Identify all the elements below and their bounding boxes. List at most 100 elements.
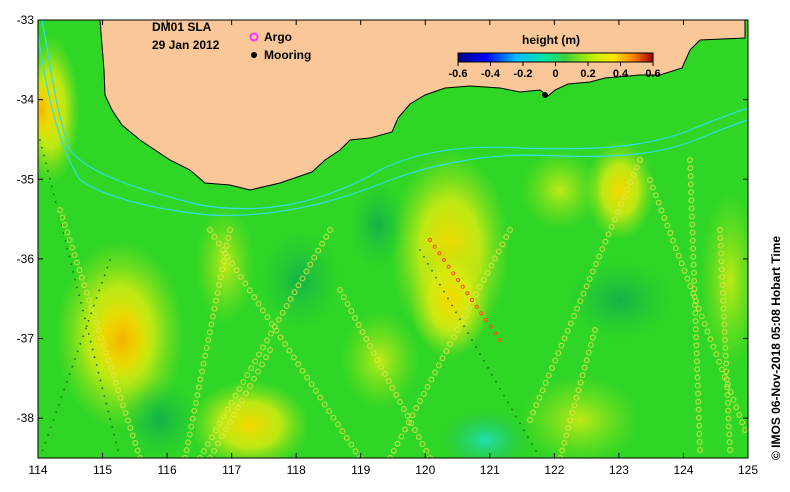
track-point (707, 336, 714, 343)
track-point (499, 241, 506, 248)
track-point (66, 380, 68, 383)
track-point (670, 237, 676, 244)
track-point (188, 423, 195, 430)
track-point (495, 380, 497, 383)
track-point (84, 317, 86, 320)
track-point (197, 376, 204, 383)
track-point (691, 285, 698, 292)
track-point (227, 227, 233, 233)
track-point (235, 404, 241, 411)
track-point (495, 248, 502, 255)
track-point (545, 372, 552, 379)
track-point (675, 252, 682, 259)
track-point (462, 312, 468, 319)
track-point (693, 350, 700, 357)
track-point (696, 430, 703, 437)
track-point (725, 407, 732, 414)
track-point (352, 448, 359, 455)
track-point (693, 358, 700, 365)
track-point (89, 340, 92, 343)
track-point (723, 360, 730, 367)
track-point (722, 344, 729, 351)
track-point (469, 297, 475, 303)
track-point (577, 298, 584, 305)
track-point (621, 194, 628, 201)
track-point (98, 334, 105, 341)
track-point (337, 287, 343, 293)
track-point (721, 321, 728, 328)
track-point (299, 275, 306, 282)
colorbar-title: height (m) (522, 33, 580, 47)
track-point (687, 181, 694, 188)
track-point (557, 455, 563, 458)
track-point (491, 373, 493, 376)
track-point (52, 419, 55, 421)
track-point (60, 396, 63, 398)
track-point (252, 358, 259, 365)
track-point (312, 387, 319, 394)
track-point (503, 234, 510, 241)
track-point (101, 387, 104, 390)
track-point (87, 333, 90, 335)
track-point (725, 415, 732, 422)
track-point (363, 336, 370, 342)
colorbar-tick-label: 0.6 (645, 68, 661, 80)
track-point (85, 325, 88, 327)
track-point (186, 431, 193, 438)
track-point (427, 455, 433, 458)
x-tick-label: 119 (351, 463, 370, 477)
track-point (117, 449, 119, 452)
track-point (689, 229, 696, 236)
track-point (432, 369, 438, 376)
track-point (303, 268, 310, 275)
track-point (467, 332, 469, 335)
track-point (474, 304, 479, 309)
track-point (374, 357, 381, 363)
track-point (484, 269, 491, 276)
track-point (72, 271, 75, 273)
colorbar-tick-label: 0.4 (612, 68, 629, 80)
track-point (717, 242, 724, 249)
track-point (432, 244, 437, 249)
track-point (441, 257, 447, 263)
track-point (633, 164, 640, 171)
track-point (240, 379, 247, 385)
track-point (357, 455, 363, 458)
track-point (39, 139, 41, 141)
track-point (70, 263, 73, 265)
track-point (339, 428, 346, 435)
track-point (52, 193, 55, 196)
colorbar-tick-label: 0 (552, 68, 559, 80)
track-point (419, 441, 426, 447)
track-point (719, 274, 726, 281)
sla-anomaly (120, 380, 200, 458)
track-point (447, 297, 449, 300)
track-point (277, 334, 284, 341)
sla-anomaly (440, 410, 530, 458)
track-point (713, 351, 720, 358)
track-point (307, 261, 314, 268)
track-point (378, 364, 385, 370)
track-point (387, 455, 393, 458)
track-point (227, 419, 233, 425)
track-point (542, 379, 549, 386)
y-tick-label: -33 (17, 13, 35, 27)
track-point (695, 406, 702, 413)
track-point (431, 269, 433, 272)
track-point (451, 271, 456, 276)
colorbar-tick-label: 0.2 (580, 68, 596, 80)
track-point (688, 197, 695, 204)
track-point (321, 401, 328, 408)
track-point (409, 412, 416, 419)
track-point (552, 357, 559, 364)
track-point (672, 245, 679, 252)
track-point (185, 439, 192, 446)
track-point (739, 419, 746, 426)
sla-anomaly (195, 205, 255, 325)
track-point (716, 358, 723, 365)
track-point (678, 260, 685, 267)
track-point (559, 447, 566, 454)
track-point (45, 162, 47, 165)
track-point (692, 318, 699, 325)
